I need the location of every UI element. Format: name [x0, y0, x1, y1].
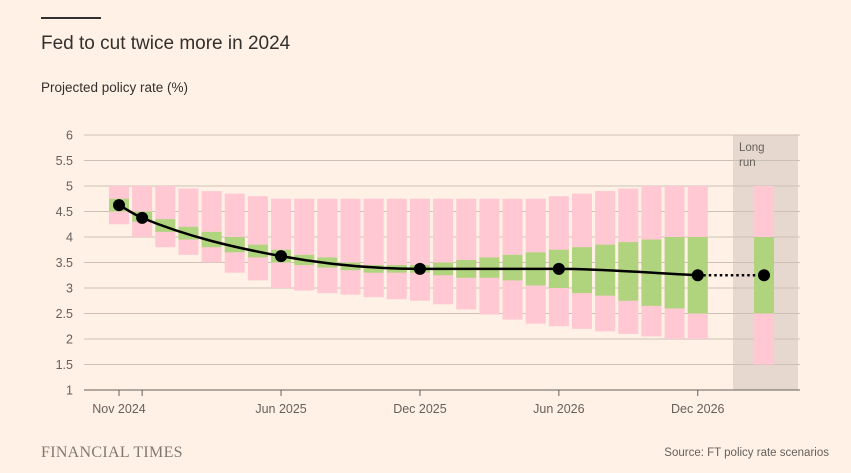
outer-band-bar	[433, 198, 454, 305]
y-tick-label: 3	[66, 282, 73, 296]
y-tick-label: 4	[66, 231, 73, 245]
title-rule	[41, 17, 101, 19]
outer-band-bar	[247, 196, 268, 281]
projection-point	[275, 250, 288, 263]
y-tick-label: 3.5	[56, 256, 73, 270]
outer-band-bar	[409, 198, 430, 301]
outer-band-bar	[271, 198, 292, 288]
inner-band-bar	[363, 265, 384, 273]
x-tick-label: Dec 2025	[393, 402, 447, 416]
outer-band-bar	[224, 193, 245, 273]
y-tick-label: 5.5	[56, 154, 73, 168]
outer-band-bar	[456, 198, 477, 310]
x-tick-label: Jun 2026	[533, 402, 584, 416]
outer-band-bar	[340, 198, 361, 295]
outer-band-bar	[294, 198, 315, 291]
y-tick-label: 2.5	[56, 307, 73, 321]
long-run-point	[758, 269, 770, 282]
outer-band-bar	[363, 198, 384, 298]
outer-band-bar	[178, 188, 199, 255]
inner-band-bar	[479, 257, 500, 278]
projection-point	[136, 211, 149, 224]
x-tick-label: Nov 2024	[92, 402, 146, 416]
y-tick-label: 5	[66, 180, 73, 194]
outer-band-bar	[386, 198, 407, 300]
y-tick-label: 1	[66, 384, 73, 398]
y-tick-label: 4.5	[56, 205, 73, 219]
outer-band-bar	[201, 191, 222, 263]
y-tick-label: 1.5	[56, 358, 73, 372]
outer-band-bar	[317, 198, 338, 294]
x-tick-label: Dec 2026	[671, 402, 725, 416]
brand-logo: FINANCIAL TIMES	[41, 444, 183, 461]
source-note: Source: FT policy rate scenarios	[664, 447, 829, 459]
projection-point	[113, 199, 125, 212]
y-tick-label: 6	[66, 129, 73, 143]
x-tick-label: Jun 2025	[255, 402, 306, 416]
outer-band-bar	[155, 186, 176, 248]
chart-subtitle: Projected policy rate (%)	[41, 80, 189, 95]
inner-band-bar	[502, 254, 523, 281]
projection-point	[691, 269, 704, 282]
y-tick-label: 2	[66, 333, 73, 347]
projection-point	[552, 262, 565, 275]
long-run-label: Long run	[739, 142, 765, 169]
chart-title: Fed to cut twice more in 2024	[41, 33, 291, 54]
inner-band-bar	[664, 237, 685, 309]
projection-point	[413, 262, 426, 275]
outer-band-bar	[479, 198, 500, 315]
